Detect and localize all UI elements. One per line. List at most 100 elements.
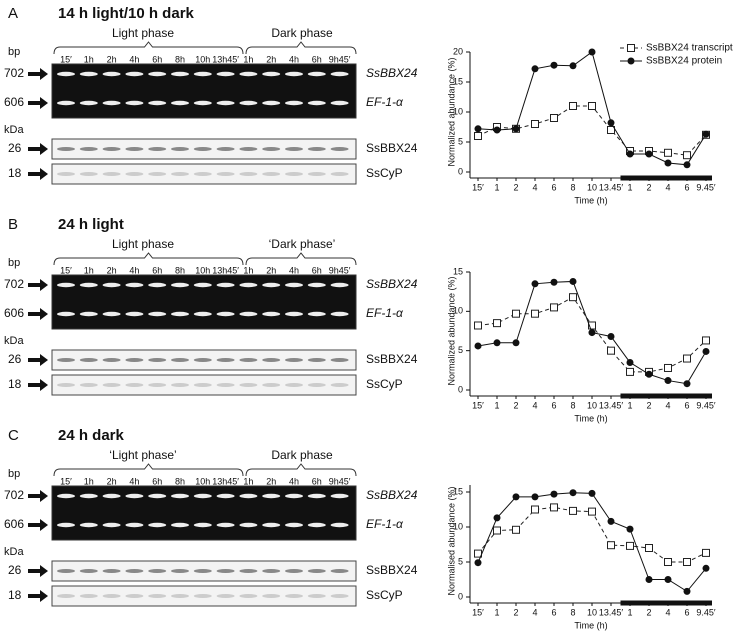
marker: [645, 150, 653, 158]
lane-label: 9h45′: [329, 265, 351, 275]
lane-label: 6h: [152, 476, 162, 486]
marker: [569, 62, 577, 70]
band: [125, 383, 144, 387]
band: [285, 383, 303, 387]
band: [262, 383, 281, 387]
lane-label: 2h: [107, 54, 117, 64]
band: [79, 147, 98, 151]
band: [171, 71, 189, 77]
bracket: [245, 463, 357, 477]
marker: [493, 526, 501, 535]
x-tick-label: 2: [513, 400, 518, 410]
band: [125, 594, 144, 598]
band: [171, 282, 189, 288]
band: [216, 493, 235, 499]
band: [193, 569, 212, 573]
marker: [588, 507, 596, 516]
band: [307, 522, 326, 528]
band: [239, 493, 258, 499]
x-tick-label: 2: [646, 400, 651, 410]
marker: [626, 358, 634, 366]
band: [102, 383, 121, 387]
lane-label: 1h: [84, 265, 94, 275]
x-tick-label: 10: [587, 400, 597, 410]
x-tick-label: 4: [665, 400, 670, 410]
x-tick-label: 2: [646, 182, 651, 192]
band: [79, 522, 98, 528]
marker: [683, 558, 691, 566]
marker: [626, 541, 634, 550]
band: [216, 311, 235, 317]
marker: [683, 380, 691, 388]
band: [79, 100, 98, 106]
y-tick-label: 10: [453, 306, 463, 316]
lane-label: 2h: [266, 476, 276, 486]
marker: [569, 293, 577, 302]
band: [262, 147, 281, 151]
band: [148, 594, 167, 598]
y-tick-label: 0: [458, 166, 463, 176]
band: [216, 569, 235, 573]
band: [125, 100, 144, 106]
arrow: [28, 379, 48, 391]
gene-label: SsBBX24: [366, 66, 418, 80]
band: [307, 71, 326, 77]
marker: [512, 309, 520, 318]
lane-label: 2h: [266, 54, 276, 64]
band: [239, 147, 258, 151]
band: [193, 311, 212, 317]
band: [285, 522, 303, 528]
panel-letter: B: [8, 216, 18, 233]
size-label: 18: [8, 588, 22, 602]
arrow: [28, 519, 48, 531]
marker: [683, 161, 691, 169]
marker: [531, 505, 539, 514]
y-tick-label: 15: [453, 486, 463, 496]
unit-label: bp: [8, 468, 20, 480]
marker: [626, 525, 634, 533]
lane-label: 15′: [60, 265, 72, 275]
band: [307, 172, 326, 176]
band: [307, 282, 326, 288]
band: [330, 493, 349, 499]
lane-label: 4h: [129, 265, 139, 275]
size-label: 606: [4, 306, 24, 320]
x-tick-label: 6: [684, 607, 689, 617]
unit-label: bp: [8, 46, 20, 58]
marker: [664, 148, 672, 157]
marker: [588, 489, 596, 497]
band: [239, 172, 258, 176]
marker: [550, 303, 558, 312]
marker: [664, 576, 672, 583]
band: [171, 569, 189, 573]
marker: [512, 339, 520, 347]
gene-label: EF-1-α: [366, 517, 404, 531]
x-tick-label: 2: [513, 182, 518, 192]
band: [79, 358, 98, 362]
band: [79, 594, 98, 598]
band: [193, 282, 212, 288]
x-tick-label: 6: [551, 607, 556, 617]
band: [262, 358, 281, 362]
band: [193, 594, 212, 598]
series-line: [477, 492, 707, 593]
phase-label: Light phase: [112, 237, 174, 251]
x-tick-label: 13.45′: [599, 607, 624, 617]
marker: [474, 321, 482, 330]
band: [216, 594, 235, 598]
y-tick-label: 5: [458, 556, 463, 566]
marker: [550, 278, 558, 286]
lane-label: 10h: [195, 476, 210, 486]
lane-label: 9h45′: [329, 476, 351, 486]
marker: [626, 367, 634, 376]
x-tick-label: 1: [494, 400, 499, 410]
unit-label: kDa: [4, 124, 24, 136]
lane-label: 1h: [84, 476, 94, 486]
lane-label: 1h: [243, 476, 253, 486]
marker: [569, 506, 577, 515]
size-label: 26: [8, 352, 22, 366]
band: [171, 493, 189, 499]
band: [148, 147, 167, 151]
band: [102, 71, 121, 77]
